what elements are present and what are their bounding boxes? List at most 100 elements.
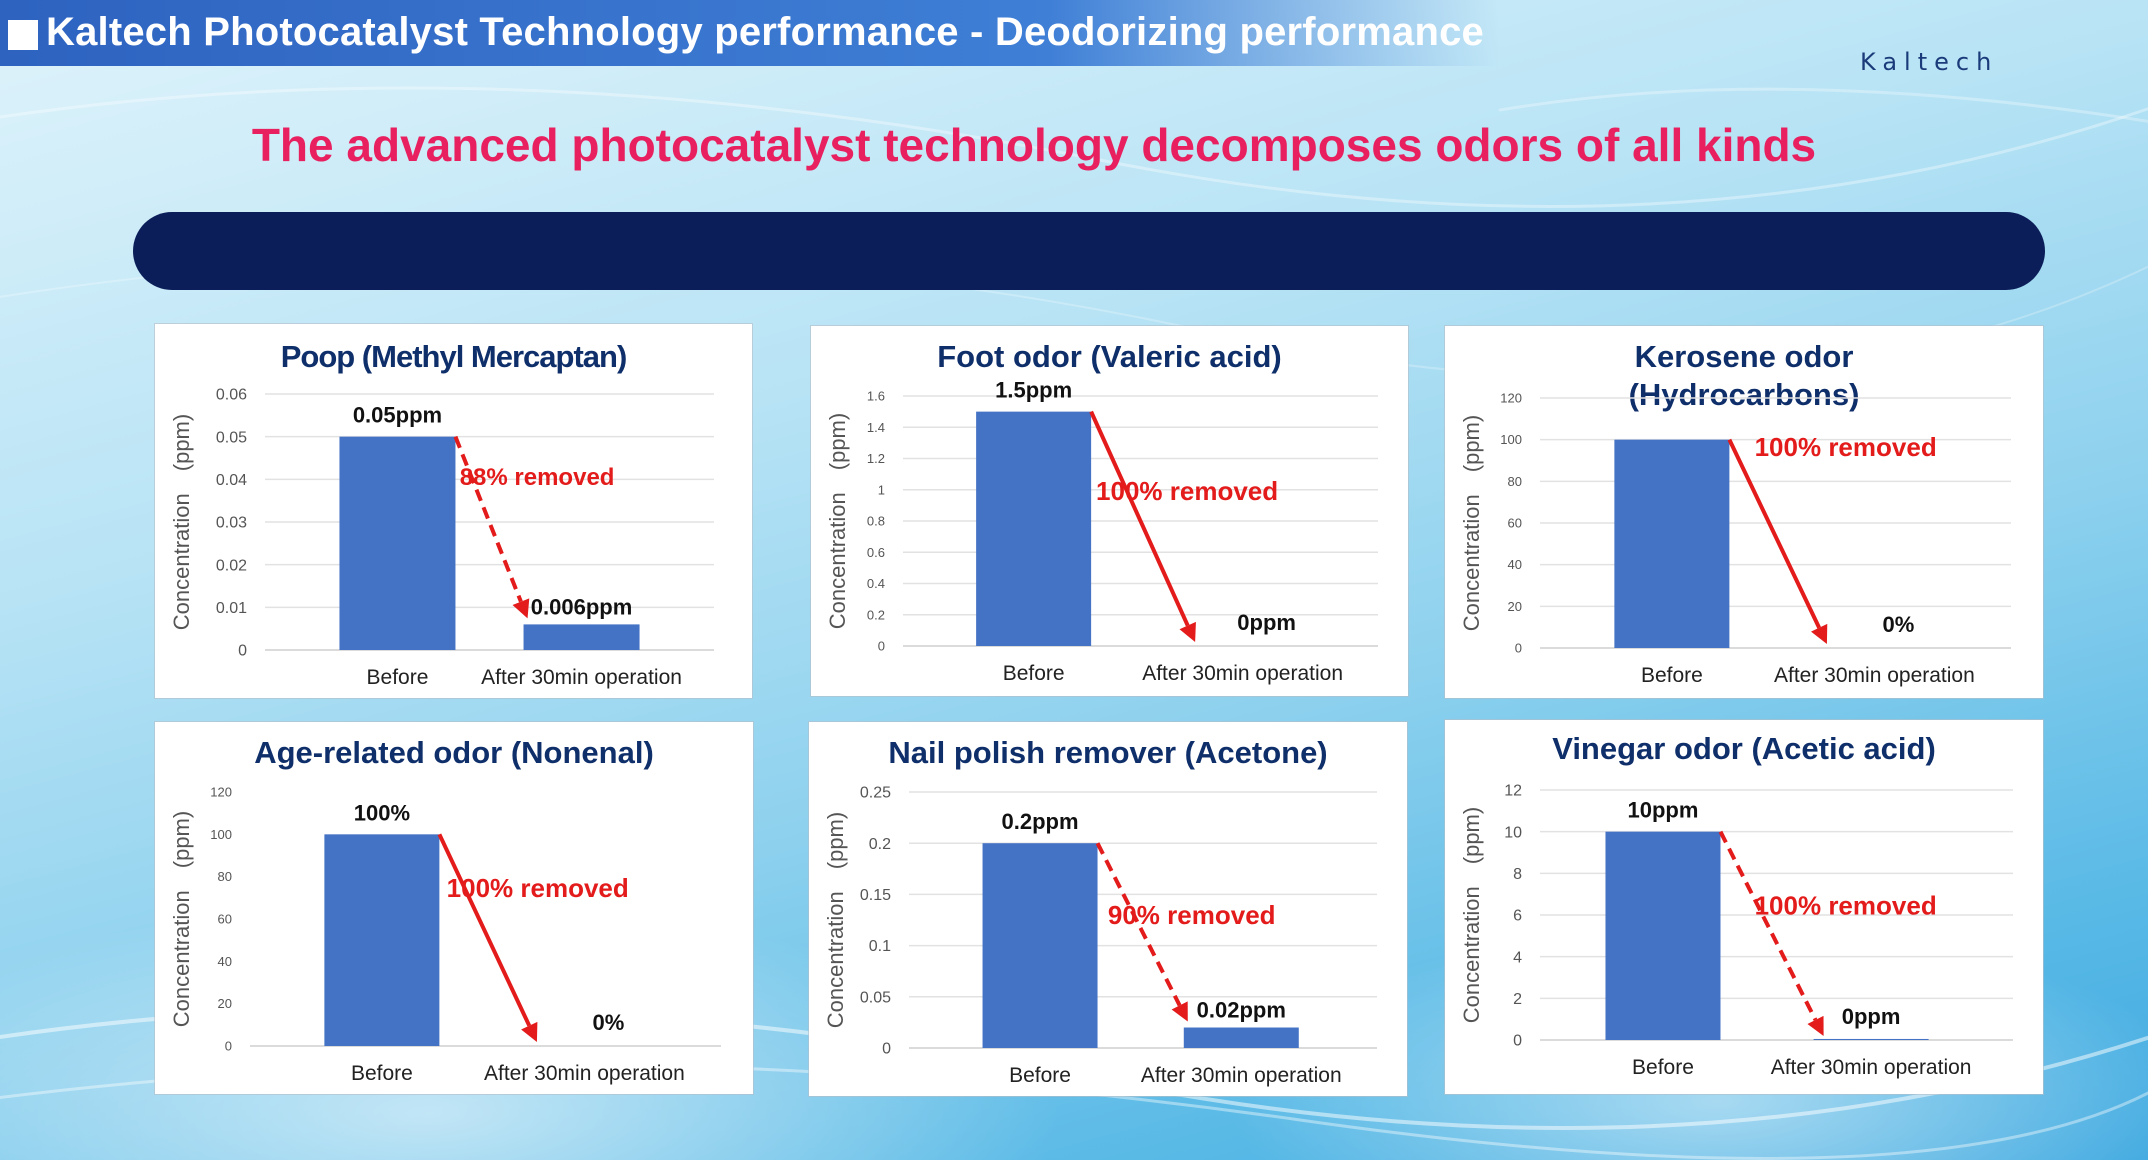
x-category-label: Before [1003, 662, 1065, 685]
title-bar: Kaltech Photocatalyst Technology perform… [0, 0, 1500, 66]
y-tick-label: 100 [1500, 432, 1522, 447]
data-label: 0.02ppm [1197, 998, 1286, 1023]
chart-svg: 0 20 40 60 80 100 120 Concentration (ppm) Before… [169, 785, 721, 1085]
chart-title: Kerosene odor [1634, 339, 1854, 374]
y-tick-label: 4 [1513, 949, 1522, 966]
data-label: 0ppm [1842, 1004, 1901, 1029]
y-tick-label: 0.05 [860, 989, 891, 1006]
bar-before [976, 411, 1092, 646]
y-tick-label: 60 [1508, 516, 1522, 531]
y-tick-label: 12 [1504, 783, 1522, 800]
y-axis-label: Concentration (ppm) [169, 414, 194, 630]
y-tick-label: 0.1 [869, 938, 891, 955]
y-tick-label: 0.03 [216, 515, 247, 532]
data-label: 0.05ppm [353, 403, 442, 428]
y-tick-label: 0 [1513, 1033, 1522, 1050]
y-tick-label: 0.8 [867, 514, 885, 529]
y-tick-label: 0.04 [216, 472, 247, 489]
chart-panel-vinegar: Vinegar odor (Acetic acid) 0 2 4 6 8 10 12 Conc… [1445, 720, 2043, 1094]
y-tick-label: 0 [882, 1041, 891, 1058]
y-tick-label: 1.4 [867, 420, 885, 435]
x-category-label: After 30min operation [481, 666, 682, 689]
bar-before [982, 843, 1098, 1048]
y-tick-label: 0.06 [216, 387, 247, 404]
y-tick-label: 0.15 [860, 887, 891, 904]
chart-svg: 0 2 4 6 8 10 12 Concentration (ppm) Before After … [1459, 783, 2013, 1079]
y-tick-label: 120 [210, 785, 232, 800]
x-category-label: After 30min operation [1771, 1056, 1972, 1079]
arrow-head-icon [1807, 1015, 1824, 1036]
chart-svg: 0 20 40 60 80 100 120 Concentration (ppm) Before… [1459, 391, 2011, 687]
bar-before [1614, 439, 1730, 648]
arrow-line [437, 833, 532, 1027]
arrow-head-icon [1171, 1001, 1188, 1022]
chart-title: Foot odor (Valeric acid) [937, 339, 1282, 374]
y-tick-label: 1.6 [867, 389, 885, 404]
data-label: 0ppm [1237, 610, 1296, 635]
y-tick-label: 80 [218, 869, 232, 884]
arrow-line [1718, 830, 1818, 1021]
bar-before [339, 436, 456, 650]
chart-title: Vinegar odor (Acetic acid) [1552, 731, 1936, 766]
arrow-head-icon [1811, 623, 1828, 644]
arrow-line [1089, 410, 1190, 627]
y-tick-label: 0.2 [869, 836, 891, 853]
data-label: 0.2ppm [1002, 809, 1079, 834]
y-tick-label: 0.6 [867, 545, 885, 560]
removal-annotation: 100% removed [1755, 432, 1937, 462]
y-tick-label: 0.2 [867, 607, 885, 622]
removal-annotation: 88% removed [460, 464, 615, 491]
x-category-label: After 30min operation [484, 1062, 685, 1085]
removal-annotation: 100% removed [1096, 476, 1278, 506]
y-tick-label: 0 [225, 1039, 232, 1054]
y-tick-label: 0.02 [216, 557, 247, 574]
x-category-label: After 30min operation [1774, 664, 1975, 687]
y-tick-label: 20 [1508, 599, 1522, 614]
bar-after [1183, 1027, 1299, 1048]
data-label: 0% [1883, 612, 1915, 637]
x-category-label: Before [1641, 664, 1703, 687]
data-label: 100% [354, 800, 410, 825]
chart-title: Poop (Methyl Mercaptan) [280, 339, 628, 374]
y-tick-label: 0 [238, 643, 247, 660]
chart-title-line-2: (Hydrocarbons) [1628, 377, 1860, 412]
bar-before [324, 834, 440, 1046]
y-axis-label: Concentration (ppm) [1459, 807, 1484, 1023]
y-tick-label: 1.2 [867, 451, 885, 466]
y-tick-label: 120 [1500, 391, 1522, 406]
title-square-icon [8, 20, 38, 50]
headline: The advanced photocatalyst technology de… [251, 119, 1817, 171]
chart-panel-nonenal: Age-related odor (Nonenal) 0 20 40 60 80 100 1… [155, 722, 753, 1094]
y-axis-label: Concentration (ppm) [1459, 415, 1484, 631]
arrow-line [453, 435, 523, 603]
arrow-line [1095, 842, 1182, 1007]
chart-svg: 0 0.2 0.4 0.6 0.8 1 1.2 1.4 1.6 Concentration (pp… [825, 378, 1378, 685]
arrow-head-icon [512, 598, 530, 619]
removal-annotation: 100% removed [447, 873, 629, 903]
chart-svg: 0 0.05 0.1 0.15 0.2 0.25 Concentration (ppm) Be… [823, 785, 1377, 1087]
arrow-line [1727, 438, 1821, 629]
data-label: 0% [593, 1010, 625, 1035]
banner-bar [133, 212, 2045, 290]
y-tick-label: 0.25 [860, 785, 891, 802]
y-tick-label: 80 [1508, 474, 1522, 489]
y-tick-label: 0.4 [867, 576, 885, 591]
bar-before [1605, 831, 1721, 1040]
y-tick-label: 40 [218, 954, 232, 969]
y-tick-label: 0.05 [216, 429, 247, 446]
y-tick-label: 6 [1513, 908, 1522, 925]
chart-panel-foot-odor: Foot odor (Valeric acid) 0 0.2 0.4 0.6 0.8 1 1… [811, 326, 1408, 696]
data-label: 10ppm [1628, 798, 1699, 823]
y-axis-label: Concentration (ppm) [825, 413, 850, 629]
y-tick-label: 40 [1508, 557, 1522, 572]
removal-annotation: 100% removed [1755, 890, 1937, 920]
y-tick-label: 1 [878, 482, 885, 497]
y-tick-label: 100 [210, 827, 232, 842]
y-tick-label: 60 [218, 912, 232, 927]
y-tick-label: 8 [1513, 866, 1522, 883]
x-category-label: Before [1009, 1064, 1071, 1087]
y-tick-label: 2 [1513, 991, 1522, 1008]
x-category-label: After 30min operation [1141, 1064, 1342, 1087]
arrow-head-icon [521, 1021, 538, 1042]
chart-panel-acetone: Nail polish remover (Acetone) 0 0.05 0.1 0.… [809, 722, 1407, 1096]
